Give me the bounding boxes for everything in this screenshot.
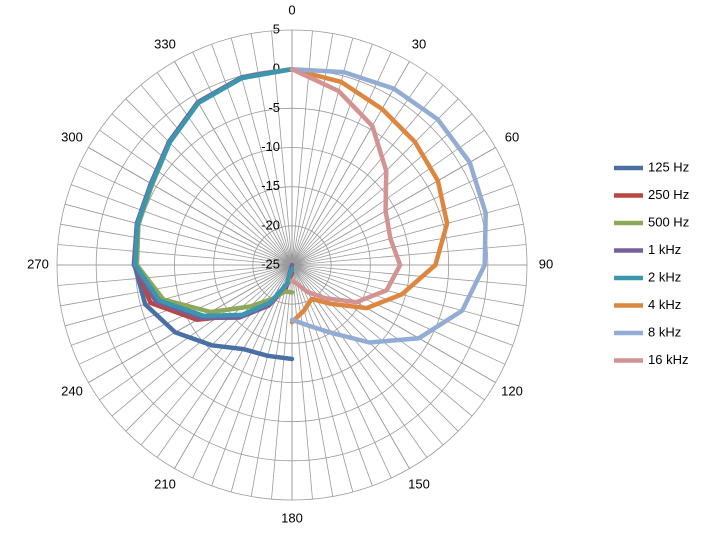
angle-tick-label: 0 [288, 2, 295, 17]
angle-tick-label: 240 [61, 383, 83, 398]
legend-label: 16 kHz [648, 352, 688, 367]
angle-tick-label: 180 [281, 510, 303, 525]
series-line [289, 66, 488, 345]
legend-label: 8 kHz [648, 324, 681, 339]
angle-tick-label: 90 [539, 256, 553, 271]
series-line [133, 66, 295, 319]
angle-tick-label: 120 [501, 383, 523, 398]
radial-tick-label: 0 [273, 61, 280, 76]
radial-tick-label: -25 [261, 256, 280, 271]
angle-tick-label: 330 [154, 36, 176, 51]
series-line [289, 66, 450, 325]
angle-tick-label: 30 [412, 36, 426, 51]
grid-circle [252, 225, 332, 305]
angle-tick-label: 210 [154, 476, 176, 491]
radial-tick-label: -5 [268, 100, 280, 115]
angle-tick-label: 60 [505, 129, 519, 144]
grid-circle [174, 147, 410, 383]
legend-label: 125 Hz [648, 159, 689, 174]
series-line [289, 66, 403, 305]
legend-label: 500 Hz [648, 214, 689, 229]
grid-circle [56, 29, 528, 501]
legend-label: 1 kHz [648, 242, 681, 257]
radial-tick-label: -15 [261, 178, 280, 193]
grid-circle [213, 186, 371, 344]
angle-tick-label: 300 [61, 129, 83, 144]
radial-tick-label: -10 [261, 139, 280, 154]
angle-tick-label: 150 [408, 476, 430, 491]
legend-label: 250 Hz [648, 187, 689, 202]
legend-label: 4 kHz [648, 297, 681, 312]
radial-tick-label: 5 [273, 21, 280, 36]
legend-label: 2 kHz [648, 269, 681, 284]
radial-tick-label: -20 [261, 217, 280, 232]
angle-tick-label: 270 [27, 256, 49, 271]
